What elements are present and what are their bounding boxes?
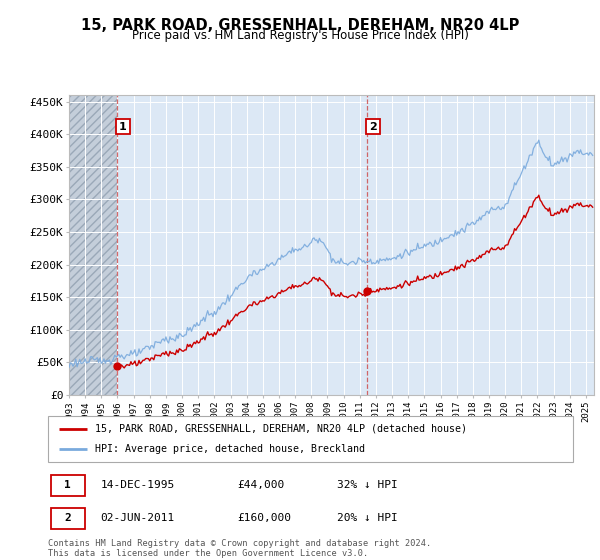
Text: 20% ↓ HPI: 20% ↓ HPI xyxy=(337,514,398,523)
Text: £160,000: £160,000 xyxy=(237,514,291,523)
FancyBboxPatch shape xyxy=(48,416,573,462)
Text: 1: 1 xyxy=(119,122,127,132)
Bar xyxy=(69,95,116,395)
Text: HPI: Average price, detached house, Breckland: HPI: Average price, detached house, Brec… xyxy=(95,444,365,454)
Text: 1: 1 xyxy=(64,480,71,490)
Text: £44,000: £44,000 xyxy=(237,480,284,490)
Text: 14-DEC-1995: 14-DEC-1995 xyxy=(101,480,175,490)
Text: 15, PARK ROAD, GRESSENHALL, DEREHAM, NR20 4LP (detached house): 15, PARK ROAD, GRESSENHALL, DEREHAM, NR2… xyxy=(95,424,467,434)
Text: 32% ↓ HPI: 32% ↓ HPI xyxy=(337,480,398,490)
Text: Price paid vs. HM Land Registry's House Price Index (HPI): Price paid vs. HM Land Registry's House … xyxy=(131,29,469,42)
Text: 2: 2 xyxy=(64,514,71,523)
Text: 15, PARK ROAD, GRESSENHALL, DEREHAM, NR20 4LP: 15, PARK ROAD, GRESSENHALL, DEREHAM, NR2… xyxy=(81,18,519,33)
Text: 2: 2 xyxy=(369,122,377,132)
Text: Contains HM Land Registry data © Crown copyright and database right 2024.
This d: Contains HM Land Registry data © Crown c… xyxy=(48,539,431,558)
FancyBboxPatch shape xyxy=(50,474,85,496)
Text: 02-JUN-2011: 02-JUN-2011 xyxy=(101,514,175,523)
FancyBboxPatch shape xyxy=(50,507,85,529)
Bar xyxy=(69,95,116,395)
